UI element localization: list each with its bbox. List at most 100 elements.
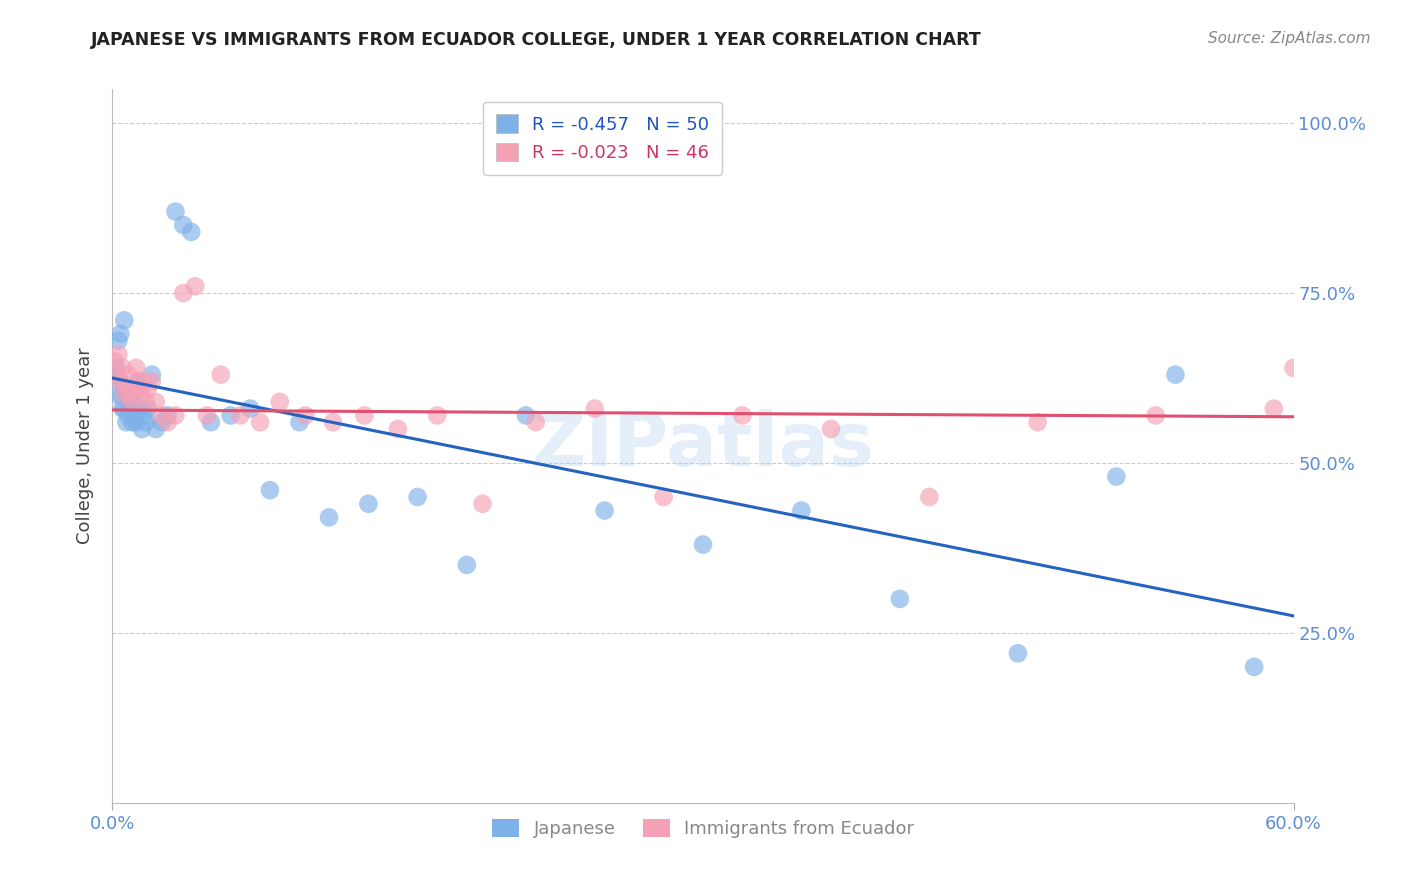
Point (294, 409, 316, 423)
Point (456, 558, 478, 572)
Point (136, 381, 159, 395)
Point (1282, 360, 1305, 375)
Point (122, 381, 145, 395)
Point (107, 334, 129, 348)
Point (111, 388, 134, 402)
Point (353, 409, 375, 423)
Legend: Japanese, Immigrants from Ecuador: Japanese, Immigrants from Ecuador (482, 810, 924, 847)
Point (1144, 409, 1167, 423)
Point (111, 401, 134, 416)
Point (269, 394, 291, 409)
Point (515, 409, 537, 423)
Point (103, 354, 125, 368)
Point (150, 415, 173, 429)
Point (583, 401, 606, 416)
Text: JAPANESE VS IMMIGRANTS FROM ECUADOR COLLEGE, UNDER 1 YEAR CORRELATION CHART: JAPANESE VS IMMIGRANTS FROM ECUADOR COLL… (91, 31, 983, 49)
Point (820, 422, 842, 436)
Point (219, 409, 242, 423)
Point (117, 409, 139, 423)
Point (121, 394, 143, 409)
Point (145, 394, 167, 409)
Point (136, 401, 159, 416)
Point (132, 409, 155, 423)
Point (239, 401, 262, 416)
Point (180, 225, 202, 239)
Point (593, 503, 616, 517)
Point (918, 490, 941, 504)
Point (357, 497, 380, 511)
Point (125, 360, 148, 375)
Point (110, 375, 132, 389)
Point (229, 409, 252, 423)
Point (135, 415, 157, 429)
Point (318, 510, 340, 524)
Point (692, 537, 714, 551)
Point (209, 368, 232, 382)
Point (288, 415, 311, 429)
Point (121, 415, 143, 429)
Point (129, 401, 152, 416)
Point (1164, 368, 1187, 382)
Point (131, 388, 153, 402)
Point (105, 360, 128, 375)
Point (200, 415, 222, 429)
Point (406, 490, 429, 504)
Point (141, 375, 163, 389)
Point (103, 368, 125, 382)
Point (120, 388, 142, 402)
Point (132, 375, 155, 389)
Point (115, 381, 138, 395)
Point (120, 388, 142, 402)
Point (471, 497, 494, 511)
Point (112, 388, 135, 402)
Text: Source: ZipAtlas.com: Source: ZipAtlas.com (1208, 31, 1371, 46)
Point (112, 401, 135, 416)
Point (156, 409, 179, 423)
Point (889, 591, 911, 606)
Point (790, 503, 813, 517)
Point (122, 409, 145, 423)
Point (195, 409, 218, 423)
Point (1007, 646, 1029, 660)
Point (110, 326, 132, 341)
Point (426, 409, 449, 423)
Text: ZIPatlas: ZIPatlas (531, 409, 875, 483)
Point (1026, 415, 1049, 429)
Point (111, 360, 134, 375)
Point (249, 415, 271, 429)
Point (259, 483, 281, 498)
Point (127, 375, 149, 389)
Point (1243, 660, 1265, 674)
Point (131, 422, 153, 436)
Point (110, 375, 132, 389)
Point (107, 388, 129, 402)
Point (125, 415, 148, 429)
Point (1105, 469, 1128, 483)
Point (150, 409, 173, 423)
Point (120, 401, 142, 416)
Point (1263, 401, 1285, 416)
Point (165, 204, 187, 219)
Point (145, 422, 167, 436)
Point (172, 286, 194, 301)
Point (322, 415, 344, 429)
Point (184, 279, 207, 293)
Point (731, 409, 754, 423)
Point (105, 368, 128, 382)
Point (524, 415, 547, 429)
Point (107, 347, 129, 361)
Point (156, 415, 179, 429)
Y-axis label: College, Under 1 year: College, Under 1 year (76, 348, 94, 544)
Point (121, 394, 143, 409)
Point (112, 313, 135, 327)
Point (135, 394, 157, 409)
Point (127, 375, 149, 389)
Point (652, 490, 675, 504)
Point (172, 218, 194, 232)
Point (117, 368, 139, 382)
Point (129, 381, 152, 395)
Point (115, 388, 138, 402)
Point (115, 415, 138, 429)
Point (387, 422, 409, 436)
Point (141, 368, 163, 382)
